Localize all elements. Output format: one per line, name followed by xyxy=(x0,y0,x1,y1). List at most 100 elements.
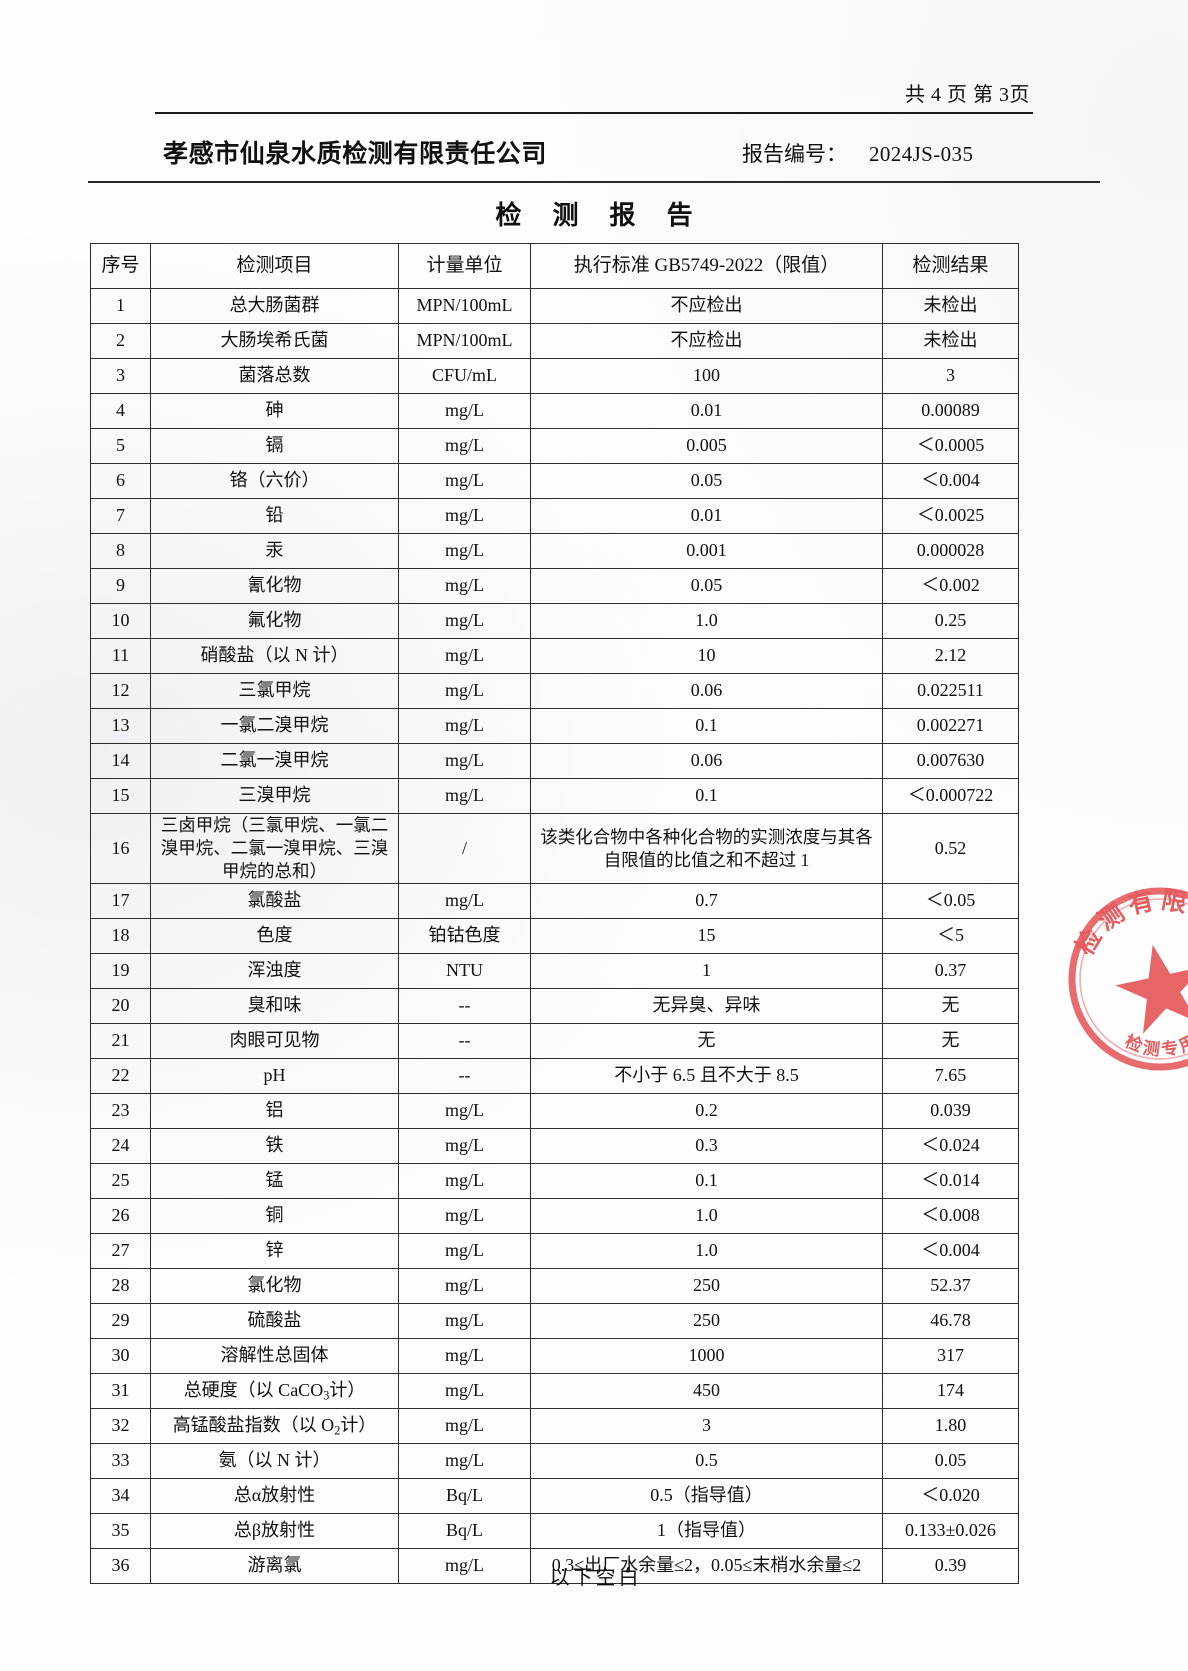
table-row: 10 氟化物 mg/L 1.0 0.25 xyxy=(90,603,1019,639)
cell-unit: mg/L xyxy=(398,1128,531,1165)
cell-test-result: 0.000028 xyxy=(882,533,1019,569)
cell-serial-number: 29 xyxy=(90,1303,151,1340)
cell-standard-limit: 不应检出 xyxy=(530,288,883,324)
table-row: 33 氨（以 N 计） mg/L 0.5 0.05 xyxy=(90,1443,1019,1480)
cell-serial-number: 20 xyxy=(90,988,151,1025)
cell-test-item: 铁 xyxy=(150,1128,399,1165)
cell-unit: mg/L xyxy=(398,708,531,744)
cell-serial-number: 10 xyxy=(90,603,151,639)
cell-serial-number: 2 xyxy=(90,323,151,359)
cell-standard-limit: 0.2 xyxy=(530,1093,883,1130)
cell-standard-limit: 无 xyxy=(530,1023,883,1060)
cell-test-result: 无 xyxy=(882,988,1019,1025)
cell-test-result: 174 xyxy=(882,1373,1019,1410)
cell-test-item: 总β放射性 xyxy=(150,1513,399,1550)
cell-unit: mg/L xyxy=(398,1373,531,1410)
table-row: 4 砷 mg/L 0.01 0.00089 xyxy=(90,393,1019,429)
cell-test-item: 砷 xyxy=(150,393,399,429)
cell-test-item: 游离氯 xyxy=(150,1548,399,1585)
cell-test-result: ＜0.0005 xyxy=(882,428,1019,464)
cell-test-item: 三溴甲烷 xyxy=(150,778,399,814)
cell-standard-limit: 0.001 xyxy=(530,533,883,569)
table-row: 1 总大肠菌群 MPN/100mL 不应检出 未检出 xyxy=(90,288,1019,324)
cell-test-item: 三卤甲烷（三氯甲烷、一氯二溴甲烷、二氯一溴甲烷、三溴甲烷的总和） xyxy=(150,812,399,885)
cell-unit: mg/L xyxy=(398,603,531,639)
cell-test-item: 总硬度（以 CaCO3计） xyxy=(150,1373,399,1410)
cell-unit: mg/L xyxy=(398,638,531,674)
cell-test-item: 浑浊度 xyxy=(150,953,399,990)
table-row: 6 铬（六价） mg/L 0.05 ＜0.004 xyxy=(90,463,1019,499)
cell-test-result: 0.37 xyxy=(882,953,1019,990)
cell-test-result: 未检出 xyxy=(882,288,1019,324)
cell-test-item: 铬（六价） xyxy=(150,463,399,499)
table-row: 22 pH -- 不小于 6.5 且不大于 8.5 7.65 xyxy=(90,1058,1019,1095)
cell-test-item: 铜 xyxy=(150,1198,399,1235)
column-header-unit: 计量单位 xyxy=(398,243,531,289)
table-header-row: 序号 检测项目 计量单位 执行标准 GB5749-2022（限值） 检测结果 xyxy=(90,243,1019,289)
cell-standard-limit: 0.7 xyxy=(530,883,883,920)
cell-serial-number: 31 xyxy=(90,1373,151,1410)
header-rule-bottom xyxy=(88,181,1100,183)
cell-serial-number: 1 xyxy=(90,288,151,324)
cell-serial-number: 5 xyxy=(90,428,151,464)
end-of-content-note: 以下空白 xyxy=(549,1567,642,1589)
cell-test-item: 硝酸盐（以 N 计） xyxy=(150,638,399,674)
cell-test-item: 锌 xyxy=(150,1233,399,1270)
report-number-value: 2024JS-035 xyxy=(869,142,974,166)
table-row: 25 锰 mg/L 0.1 ＜0.014 xyxy=(90,1163,1019,1200)
cell-test-result: 0.25 xyxy=(882,603,1019,639)
cell-unit: mg/L xyxy=(398,1443,531,1480)
cell-serial-number: 7 xyxy=(90,498,151,534)
cell-test-result: 0.039 xyxy=(882,1093,1019,1130)
cell-unit: mg/L xyxy=(398,1548,531,1585)
cell-test-item: 总大肠菌群 xyxy=(150,288,399,324)
cell-test-result: 未检出 xyxy=(882,323,1019,359)
cell-test-result: 0.52 xyxy=(882,812,1019,885)
cell-unit: mg/L xyxy=(398,1198,531,1235)
cell-unit: mg/L xyxy=(398,533,531,569)
cell-unit: mg/L xyxy=(398,393,531,429)
cell-serial-number: 9 xyxy=(90,568,151,604)
cell-test-item: 菌落总数 xyxy=(150,358,399,394)
cell-serial-number: 35 xyxy=(90,1513,151,1550)
table-row: 30 溶解性总固体 mg/L 1000 317 xyxy=(90,1338,1019,1375)
cell-test-result: 7.65 xyxy=(882,1058,1019,1095)
cell-serial-number: 11 xyxy=(90,638,151,674)
cell-test-item: 汞 xyxy=(150,533,399,569)
cell-test-item: 镉 xyxy=(150,428,399,464)
table-row: 19 浑浊度 NTU 1 0.37 xyxy=(90,953,1019,990)
cell-test-result: ＜0.004 xyxy=(882,1233,1019,1270)
cell-serial-number: 26 xyxy=(90,1198,151,1235)
cell-unit: / xyxy=(398,812,531,885)
cell-standard-limit: 0.3 xyxy=(530,1128,883,1165)
cell-serial-number: 24 xyxy=(90,1128,151,1165)
cell-serial-number: 8 xyxy=(90,533,151,569)
column-header-item: 检测项目 xyxy=(150,243,399,289)
cell-test-result: ＜0.008 xyxy=(882,1198,1019,1235)
cell-test-result: ＜0.05 xyxy=(882,883,1019,920)
test-results-table: 序号 检测项目 计量单位 执行标准 GB5749-2022（限值） 检测结果 1… xyxy=(90,243,1019,1585)
cell-serial-number: 18 xyxy=(90,918,151,955)
cell-unit: Bq/L xyxy=(398,1513,531,1550)
table-row: 3 菌落总数 CFU/mL 100 3 xyxy=(90,358,1019,394)
cell-standard-limit: 0.1 xyxy=(530,708,883,744)
table-row: 21 肉眼可见物 -- 无无 xyxy=(90,1023,1019,1060)
cell-test-result: ＜0.0025 xyxy=(882,498,1019,534)
cell-test-item: 氟化物 xyxy=(150,603,399,639)
table-row: 7 铅 mg/L 0.01 ＜0.0025 xyxy=(90,498,1019,534)
cell-test-result: 0.022511 xyxy=(882,673,1019,709)
table-row: 12 三氯甲烷 mg/L 0.06 0.022511 xyxy=(90,673,1019,709)
table-row: 28 氯化物 mg/L 250 52.37 xyxy=(90,1268,1019,1305)
cell-standard-limit: 1（指导值） xyxy=(530,1513,883,1550)
cell-test-item: 锰 xyxy=(150,1163,399,1200)
cell-standard-limit: 3 xyxy=(530,1408,883,1445)
cell-standard-limit: 0.5（指导值） xyxy=(530,1478,883,1515)
cell-unit: mg/L xyxy=(398,428,531,464)
table-row: 2 大肠埃希氏菌 MPN/100mL 不应检出 未检出 xyxy=(90,323,1019,359)
cell-test-result: 2.12 xyxy=(882,638,1019,674)
cell-serial-number: 25 xyxy=(90,1163,151,1200)
cell-standard-limit: 不小于 6.5 且不大于 8.5 xyxy=(530,1058,883,1095)
cell-standard-limit: 0.06 xyxy=(530,673,883,709)
column-header-result: 检测结果 xyxy=(882,243,1019,289)
cell-unit: -- xyxy=(398,1058,531,1095)
